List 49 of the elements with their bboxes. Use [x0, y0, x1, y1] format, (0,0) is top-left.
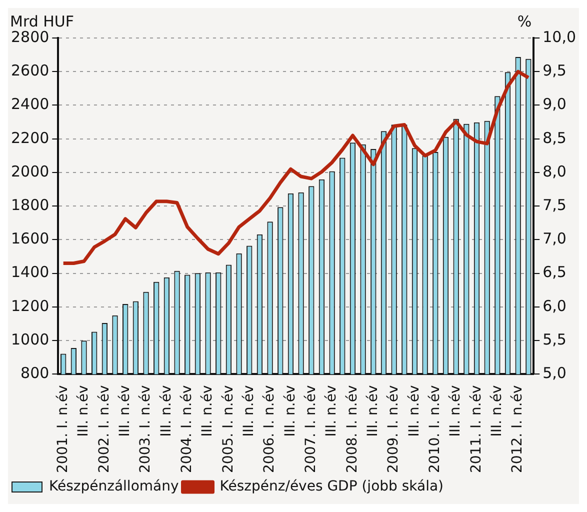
x-tick-label: 2002. I. n.év [96, 385, 112, 473]
y2-tick-label: 5,5 [542, 330, 566, 348]
y2-tick-label: 6,5 [542, 263, 566, 282]
x-tick-label: III. n.év [489, 385, 506, 437]
y-tick-label: 1800 [10, 196, 50, 214]
x-tick-label: 2009. I. n.év [386, 385, 402, 473]
y-tick-label: 1000 [10, 330, 50, 348]
x-tick-label: 2004. I. n.év [179, 385, 196, 473]
y-axis-title: Mrd HUF [10, 12, 74, 30]
y2-tick-label: 8,5 [542, 128, 566, 147]
x-tick-label: III. n.év [200, 385, 216, 437]
x-tick-label: III. n.év [241, 385, 258, 437]
y-tick-label: 1400 [10, 263, 50, 282]
x-tick-label: 2001. I. n.év [54, 385, 71, 473]
y2-tick-label: 7,0 [542, 230, 566, 248]
x-tick-label: III. n.év [406, 385, 422, 437]
x-tick-label: III. n.év [158, 385, 174, 437]
y2-tick-label: 9,5 [542, 62, 566, 80]
x-tick-label: III. n.év [76, 385, 92, 437]
x-tick-label: 2012. I. n.év [510, 385, 526, 473]
y2-tick-label: 7,5 [542, 196, 566, 214]
y-tick-label: 1600 [10, 230, 50, 248]
y2-tick-label: 8,0 [542, 162, 566, 180]
y2-tick-label: 6,0 [542, 296, 566, 315]
legend-label: Készpénzállomány [49, 478, 179, 495]
x-tick-label: III. n.év [282, 385, 298, 437]
legend-label: Készpénz/éves GDP (jobb skála) [220, 478, 444, 495]
y2-tick-label: 9,0 [542, 95, 566, 114]
x-tick-label: 2003. I. n.év [138, 385, 154, 473]
y-tick-label: 800 [20, 364, 50, 382]
x-tick-label: 2007. I. n.év [303, 385, 320, 473]
x-tick-label: III. n.év [116, 385, 133, 437]
y2-tick-label: 10,0 [542, 28, 576, 46]
x-tick-label: 2005. I. n.év [220, 385, 236, 473]
y2-tick-label: 5,0 [542, 364, 566, 382]
y-tick-label: 2400 [10, 95, 50, 114]
y-tick-label: 2800 [10, 28, 50, 46]
y-tick-label: 2000 [10, 162, 50, 180]
x-tick-label: 2011. I. n.év [468, 385, 484, 473]
y2-axis-title: % [517, 12, 532, 30]
x-tick-label: 2006. I. n.év [262, 385, 278, 473]
x-tick-label: III. n.év [365, 385, 382, 437]
x-tick-label: III. n.év [324, 385, 340, 437]
x-tick-label: III. n.év [448, 385, 464, 437]
x-tick-label: 2008. I. n.év [344, 385, 360, 473]
y-tick-label: 1200 [10, 296, 50, 315]
y-tick-label: 2600 [10, 62, 50, 80]
x-tick-label: 2010. I. n.év [427, 385, 444, 473]
y-tick-label: 2200 [10, 128, 50, 147]
